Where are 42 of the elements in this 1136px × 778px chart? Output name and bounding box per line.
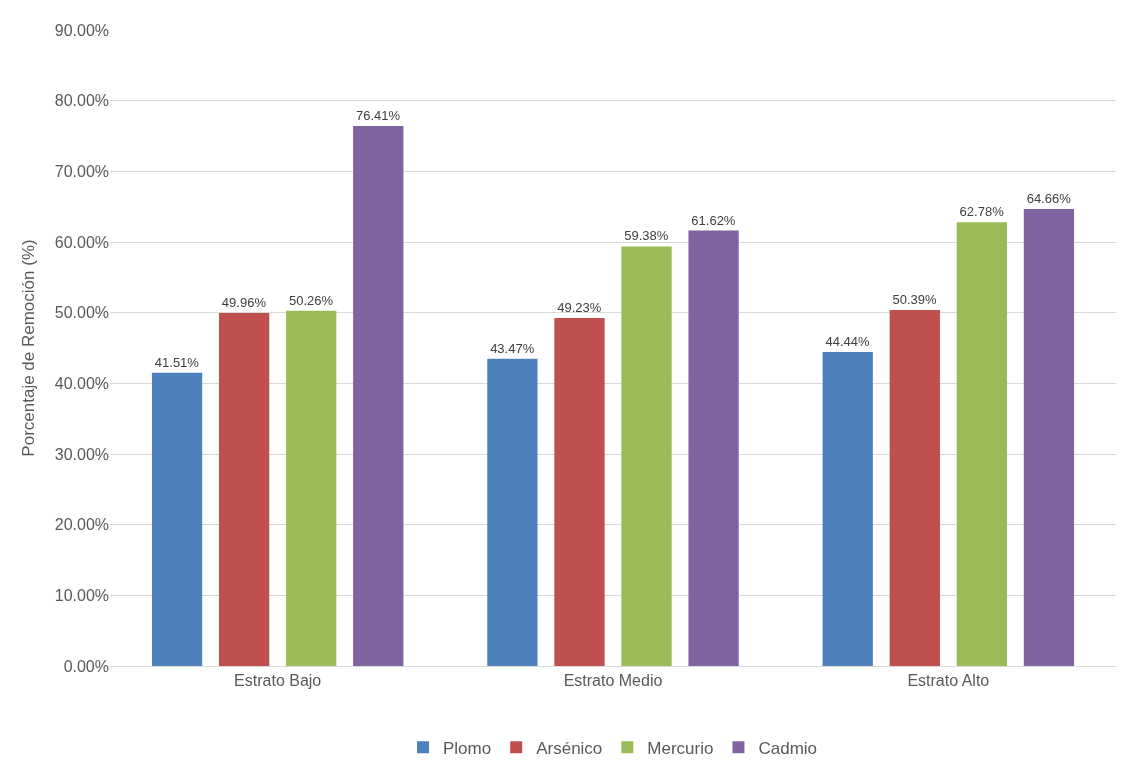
data-label: 59.38% (624, 228, 669, 244)
bar (956, 222, 1008, 666)
y-tick-label: 0.00% (63, 657, 109, 675)
bar (353, 126, 404, 666)
y-tick-label: 90.00% (54, 21, 109, 39)
bar (889, 309, 940, 666)
data-label: 50.26% (288, 292, 334, 308)
x-tick-label: Estrato Bajo (234, 672, 322, 690)
legend-label: Arsénico (536, 738, 603, 758)
bar (1023, 209, 1075, 666)
bar (822, 351, 873, 666)
data-label: 49.23% (557, 300, 602, 316)
y-tick-label: 70.00% (54, 162, 109, 180)
y-axis-title: Porcentaje de Remoción (%) (19, 239, 39, 457)
legend-label: Plomo (443, 738, 492, 758)
data-label: 43.47% (490, 340, 535, 356)
bar (151, 372, 203, 666)
y-tick-label: 50.00% (54, 304, 109, 322)
data-label: 61.62% (691, 212, 736, 228)
x-tick-label: Estrato Alto (907, 672, 990, 690)
bar (621, 246, 672, 666)
data-label: 64.66% (1026, 191, 1072, 207)
data-label: 44.44% (825, 333, 870, 349)
y-tick-label: 60.00% (54, 233, 109, 251)
bar (286, 310, 337, 666)
y-tick-label: 30.00% (54, 445, 109, 463)
y-tick-label: 40.00% (54, 374, 109, 392)
data-label: 49.96% (221, 294, 267, 310)
bar (688, 230, 739, 666)
x-tick-label: Estrato Medio (563, 672, 663, 690)
data-label: 76.41% (356, 108, 401, 124)
bar (218, 312, 270, 666)
y-tick-label: 80.00% (54, 92, 109, 110)
data-label: 41.51% (154, 354, 200, 370)
legend-label: Mercurio (647, 738, 714, 758)
bar (487, 358, 538, 666)
bar (554, 318, 605, 666)
y-tick-label: 10.00% (54, 586, 109, 604)
data-label: 50.39% (892, 291, 938, 307)
data-label: 62.78% (959, 204, 1005, 220)
legend-label: Cadmio (758, 738, 818, 758)
y-tick-label: 20.00% (54, 516, 109, 534)
